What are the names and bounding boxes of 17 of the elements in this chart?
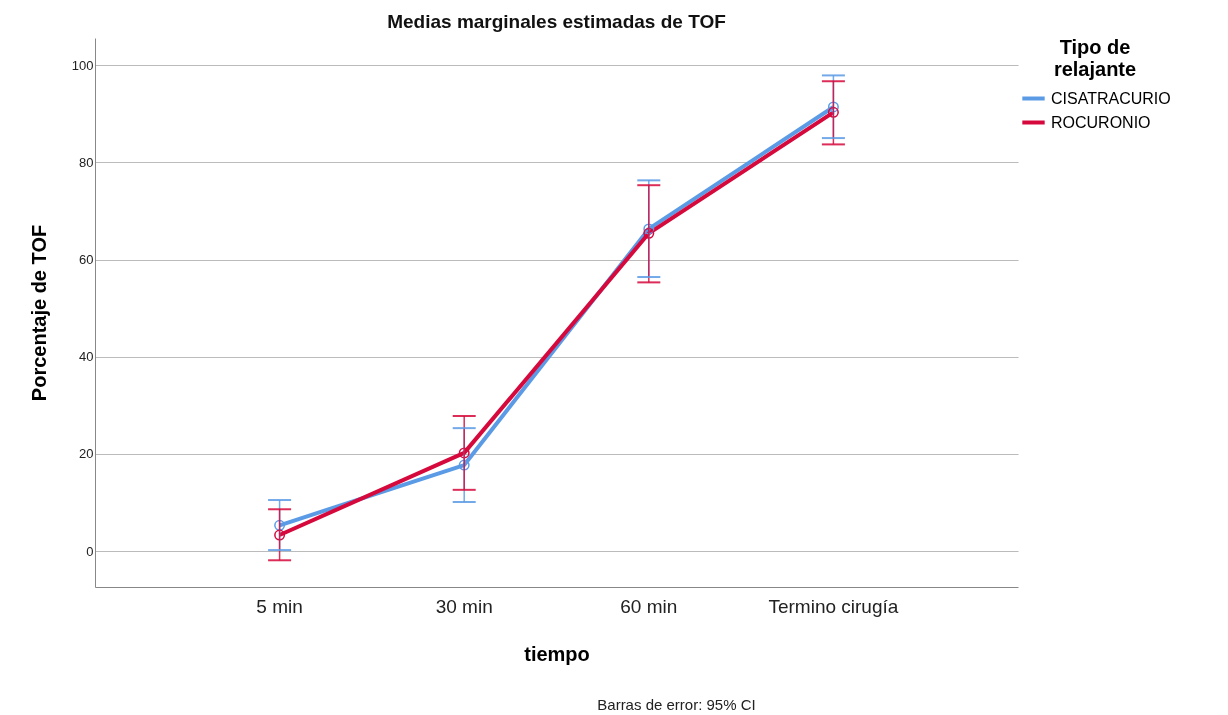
x-tick-label: Termino cirugía: [768, 595, 899, 617]
legend-label: ROCURONIO: [1051, 113, 1151, 131]
x-axis-title: tiempo: [524, 642, 590, 665]
text: Barras de error: 95% CI: [597, 696, 756, 713]
x-tick-label: 60 min: [620, 595, 678, 617]
y-tick-label: 80: [79, 154, 94, 170]
x-tick-label: 5 min: [256, 595, 303, 617]
y-axis-title: Porcentaje de TOF: [27, 224, 50, 402]
x-tick-label: 30 min: [435, 595, 493, 617]
y-tick-label: 40: [79, 349, 94, 365]
legend-label: CISATRACURIO: [1051, 89, 1171, 107]
chart-title: Medias marginales estimadas de TOF: [387, 11, 726, 32]
legend-title: Tipo de relajante: [1053, 36, 1137, 80]
y-tick-label: 100: [71, 57, 94, 73]
y-tick-label: 0: [86, 543, 94, 559]
y-tick-label: 60: [79, 252, 94, 268]
y-tick-label: 20: [79, 446, 94, 462]
